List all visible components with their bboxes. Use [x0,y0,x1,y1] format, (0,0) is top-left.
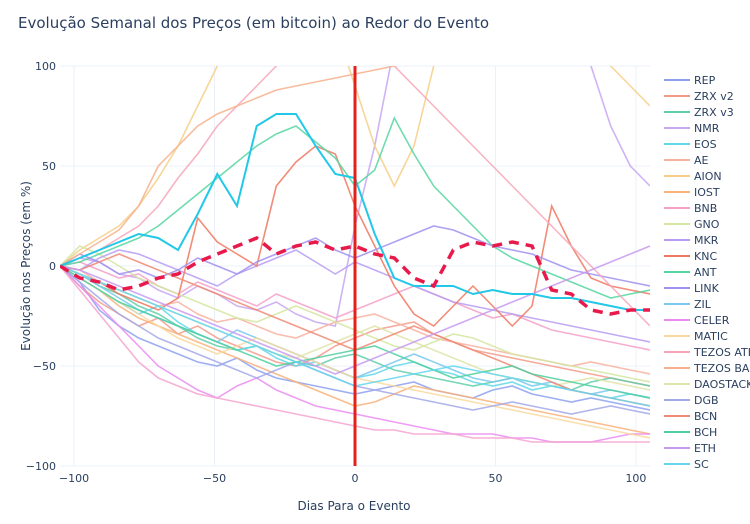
axes: −100 −50 0 50 100 −100 −50 0 50 100 [26,60,647,485]
legend-label: MATIC [694,330,728,343]
legend-label: GNO [694,218,720,231]
legend-item[interactable]: ZRX v3 [664,106,734,119]
legend-label: IOST [694,186,720,199]
x-tick-label: 100 [625,472,646,485]
legend-label: DGB [694,394,719,407]
y-tick-label: −50 [33,360,56,373]
y-axis-label: Evolução nos Preços (em %) [19,181,33,351]
legend-label: ZRX v3 [694,106,734,119]
y-tick-label: 50 [42,160,56,173]
legend-label: CELER [694,314,730,327]
legend-item[interactable]: MKR [664,234,719,247]
series-line-tezos-ath- [60,66,650,327]
legend-label: ANT [694,266,717,279]
legend-label: AION [694,170,722,183]
legend-item[interactable]: TEZOS ATH. [664,346,750,359]
legend-label: BCN [694,410,717,423]
legend-item[interactable]: KNC [664,250,717,263]
legend-label: DAOSTACK [694,378,750,391]
legend-item[interactable]: CELER [664,314,730,327]
y-tick-label: −100 [26,460,56,473]
legend-item[interactable]: DAOSTACK [664,378,750,391]
legend-item[interactable]: BNB [664,202,717,215]
legend-item[interactable]: BCN [664,410,717,423]
legend-label: BNB [694,202,717,215]
legend-label: ZRX v2 [694,90,734,103]
legend-item[interactable]: GNO [664,218,720,231]
legend-item[interactable]: ZIL [664,298,712,311]
legend-item[interactable]: BCH [664,426,717,439]
legend-item[interactable]: ETH [664,442,716,455]
legend-item[interactable]: REP [664,74,716,87]
average-series-line [60,235,650,316]
x-tick-label: −100 [59,472,89,485]
legend-item[interactable]: ZRX v2 [664,90,734,103]
legend-item[interactable]: DGB [664,394,719,407]
legend-label: AE [694,154,709,167]
legend-label: EOS [694,138,717,151]
legend-item[interactable]: ANT [664,266,717,279]
legend-label: REP [694,74,716,87]
legend-label: NMR [694,122,720,135]
x-tick-label: −50 [203,472,226,485]
legend: REP ZRX v2 ZRX v3 NMR EOS AE AION IOST BNB GNO MKR… [664,74,750,471]
legend-item[interactable]: AION [664,170,722,183]
y-tick-label: 100 [35,60,56,73]
legend-label: TEZOS ATH. [693,346,750,359]
legend-label: ETH [694,442,716,455]
legend-item[interactable]: IOST [664,186,720,199]
x-tick-label: 0 [352,472,359,485]
y-tick-label: 0 [49,260,56,273]
legend-label: KNC [694,250,717,263]
legend-label: BCH [694,426,717,439]
chart-title: Evolução Semanal dos Preços (em bitcoin)… [18,14,489,32]
legend-label: MKR [694,234,719,247]
x-tick-label: 50 [488,472,502,485]
highlight-lines [60,66,650,466]
legend-label: TEZOS BAB. [693,362,750,375]
legend-label: SC [694,458,709,471]
legend-label: LINK [694,282,720,295]
legend-item[interactable]: MATIC [664,330,728,343]
x-axis-label: Dias Para o Evento [297,499,410,513]
legend-item[interactable]: NMR [664,122,720,135]
legend-item[interactable]: LINK [664,282,720,295]
legend-item[interactable]: SC [664,458,709,471]
legend-item[interactable]: EOS [664,138,717,151]
legend-label: ZIL [694,298,712,311]
legend-item[interactable]: AE [664,154,709,167]
legend-item[interactable]: TEZOS BAB. [664,362,750,375]
